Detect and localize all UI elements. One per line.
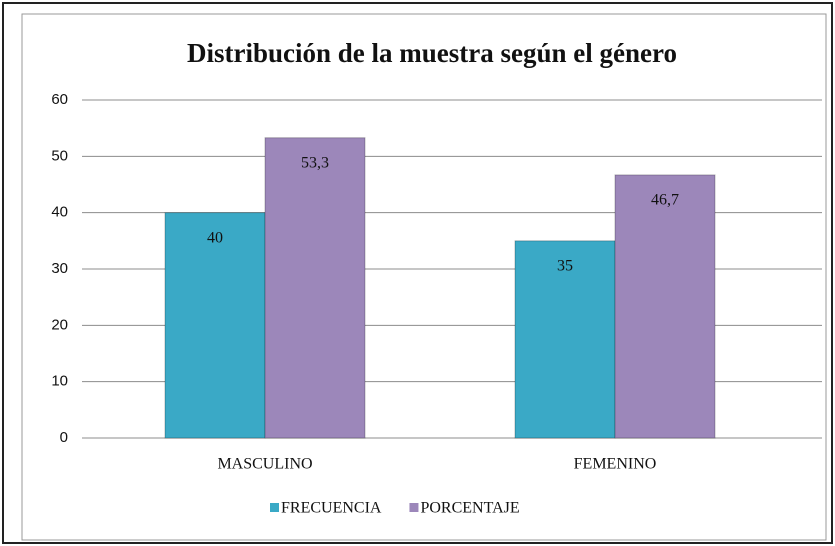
- y-tick-label: 30: [51, 260, 68, 277]
- y-tick-label: 20: [51, 316, 68, 333]
- y-tick-label: 40: [51, 204, 68, 221]
- y-tick-label: 60: [51, 91, 68, 108]
- legend-swatch: [409, 503, 419, 512]
- value-label: 35: [557, 258, 573, 275]
- x-tick-label: MASCULINO: [217, 456, 312, 473]
- value-label: 40: [207, 229, 223, 246]
- bar: [164, 212, 266, 439]
- y-tick-label: 10: [51, 373, 68, 390]
- legend-label: PORCENTAJE: [420, 500, 519, 517]
- y-tick-label: 0: [60, 429, 68, 446]
- y-tick-label: 50: [51, 147, 68, 164]
- value-label: 46,7: [651, 192, 679, 209]
- bar: [514, 240, 616, 439]
- chart-title: Distribución de la muestra según el géne…: [187, 38, 677, 68]
- legend-label: FRECUENCIA: [281, 500, 382, 517]
- bar: [614, 174, 716, 439]
- x-tick-label: FEMENINO: [574, 456, 657, 473]
- value-label: 53,3: [301, 154, 329, 171]
- legend-swatch: [270, 503, 279, 512]
- bar: [264, 137, 366, 439]
